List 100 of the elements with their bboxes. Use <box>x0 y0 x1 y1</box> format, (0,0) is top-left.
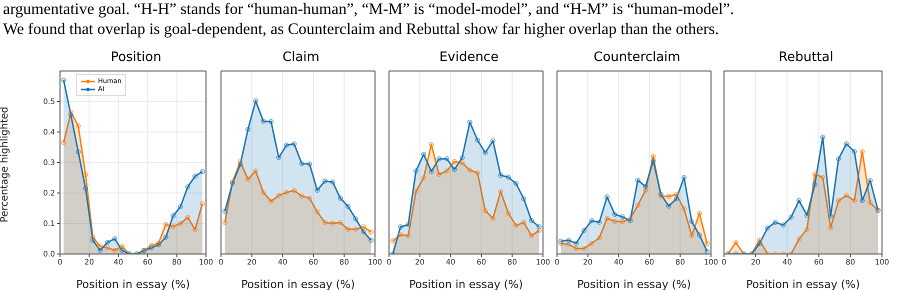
point <box>178 204 183 210</box>
point <box>200 169 205 174</box>
point <box>90 238 96 243</box>
point <box>796 236 802 242</box>
point <box>346 204 350 209</box>
point <box>467 120 472 125</box>
point <box>812 182 818 187</box>
point <box>536 224 542 230</box>
point <box>757 241 762 246</box>
point <box>697 210 702 216</box>
x-axis-title: Position in essay (%) <box>409 278 523 290</box>
point <box>148 245 154 250</box>
point <box>185 214 190 220</box>
point <box>498 172 504 178</box>
point <box>521 196 526 202</box>
point <box>820 174 826 180</box>
point <box>506 174 511 180</box>
y-axis-title: Percentage highlighted <box>0 106 11 222</box>
point <box>314 209 320 214</box>
point <box>284 142 289 148</box>
point <box>852 198 857 204</box>
point <box>844 141 849 146</box>
point <box>860 198 865 204</box>
point <box>276 192 282 198</box>
point <box>299 161 304 166</box>
point <box>635 202 640 208</box>
point <box>368 230 374 234</box>
point <box>276 155 282 160</box>
point <box>620 219 625 224</box>
point <box>612 218 618 224</box>
point <box>689 233 694 238</box>
point <box>292 188 297 194</box>
point <box>61 140 66 146</box>
point <box>844 192 849 198</box>
point <box>398 232 403 238</box>
point <box>436 172 442 177</box>
point <box>105 245 110 250</box>
point <box>796 198 802 204</box>
point <box>76 149 81 154</box>
point <box>68 112 74 118</box>
point <box>307 162 312 166</box>
point <box>765 226 770 231</box>
point <box>674 192 679 197</box>
point <box>330 180 336 184</box>
chart-title: Position <box>110 50 162 65</box>
point <box>852 149 857 154</box>
point <box>444 156 450 162</box>
point <box>460 160 465 166</box>
point <box>338 196 343 201</box>
point <box>268 119 274 124</box>
point <box>498 189 504 194</box>
point <box>170 224 176 229</box>
point <box>361 224 366 230</box>
point <box>772 220 778 225</box>
point <box>820 134 826 140</box>
point <box>682 206 686 212</box>
point <box>452 159 457 164</box>
point <box>635 178 640 183</box>
point <box>596 220 602 225</box>
point <box>314 188 320 193</box>
point <box>353 216 358 222</box>
point <box>421 175 426 180</box>
point <box>222 220 228 226</box>
point <box>260 190 266 195</box>
point <box>421 152 426 157</box>
point <box>666 194 672 199</box>
point <box>482 208 488 214</box>
point <box>697 232 702 238</box>
point <box>643 184 648 190</box>
point <box>83 172 88 178</box>
point <box>828 214 834 219</box>
point <box>812 172 818 177</box>
point <box>589 218 594 224</box>
point <box>733 240 738 245</box>
point <box>238 162 243 168</box>
x-axis-title: Position in essay (%) <box>577 278 691 290</box>
point <box>490 216 496 221</box>
point <box>163 234 168 240</box>
point <box>368 238 374 243</box>
point <box>268 198 274 204</box>
point <box>192 174 198 179</box>
point <box>98 244 103 249</box>
point <box>76 123 81 128</box>
point <box>338 220 343 226</box>
point <box>322 220 328 226</box>
point <box>112 248 118 253</box>
point <box>604 194 610 200</box>
point <box>61 78 66 83</box>
point <box>292 141 297 146</box>
point <box>529 233 534 238</box>
x-axis-title: Position in essay (%) <box>76 278 190 290</box>
point <box>558 238 564 244</box>
point <box>574 246 579 251</box>
point <box>704 249 710 254</box>
point <box>514 223 518 228</box>
point <box>200 201 205 206</box>
point <box>246 176 250 182</box>
point <box>836 156 841 162</box>
point <box>322 178 328 184</box>
point <box>596 235 602 240</box>
